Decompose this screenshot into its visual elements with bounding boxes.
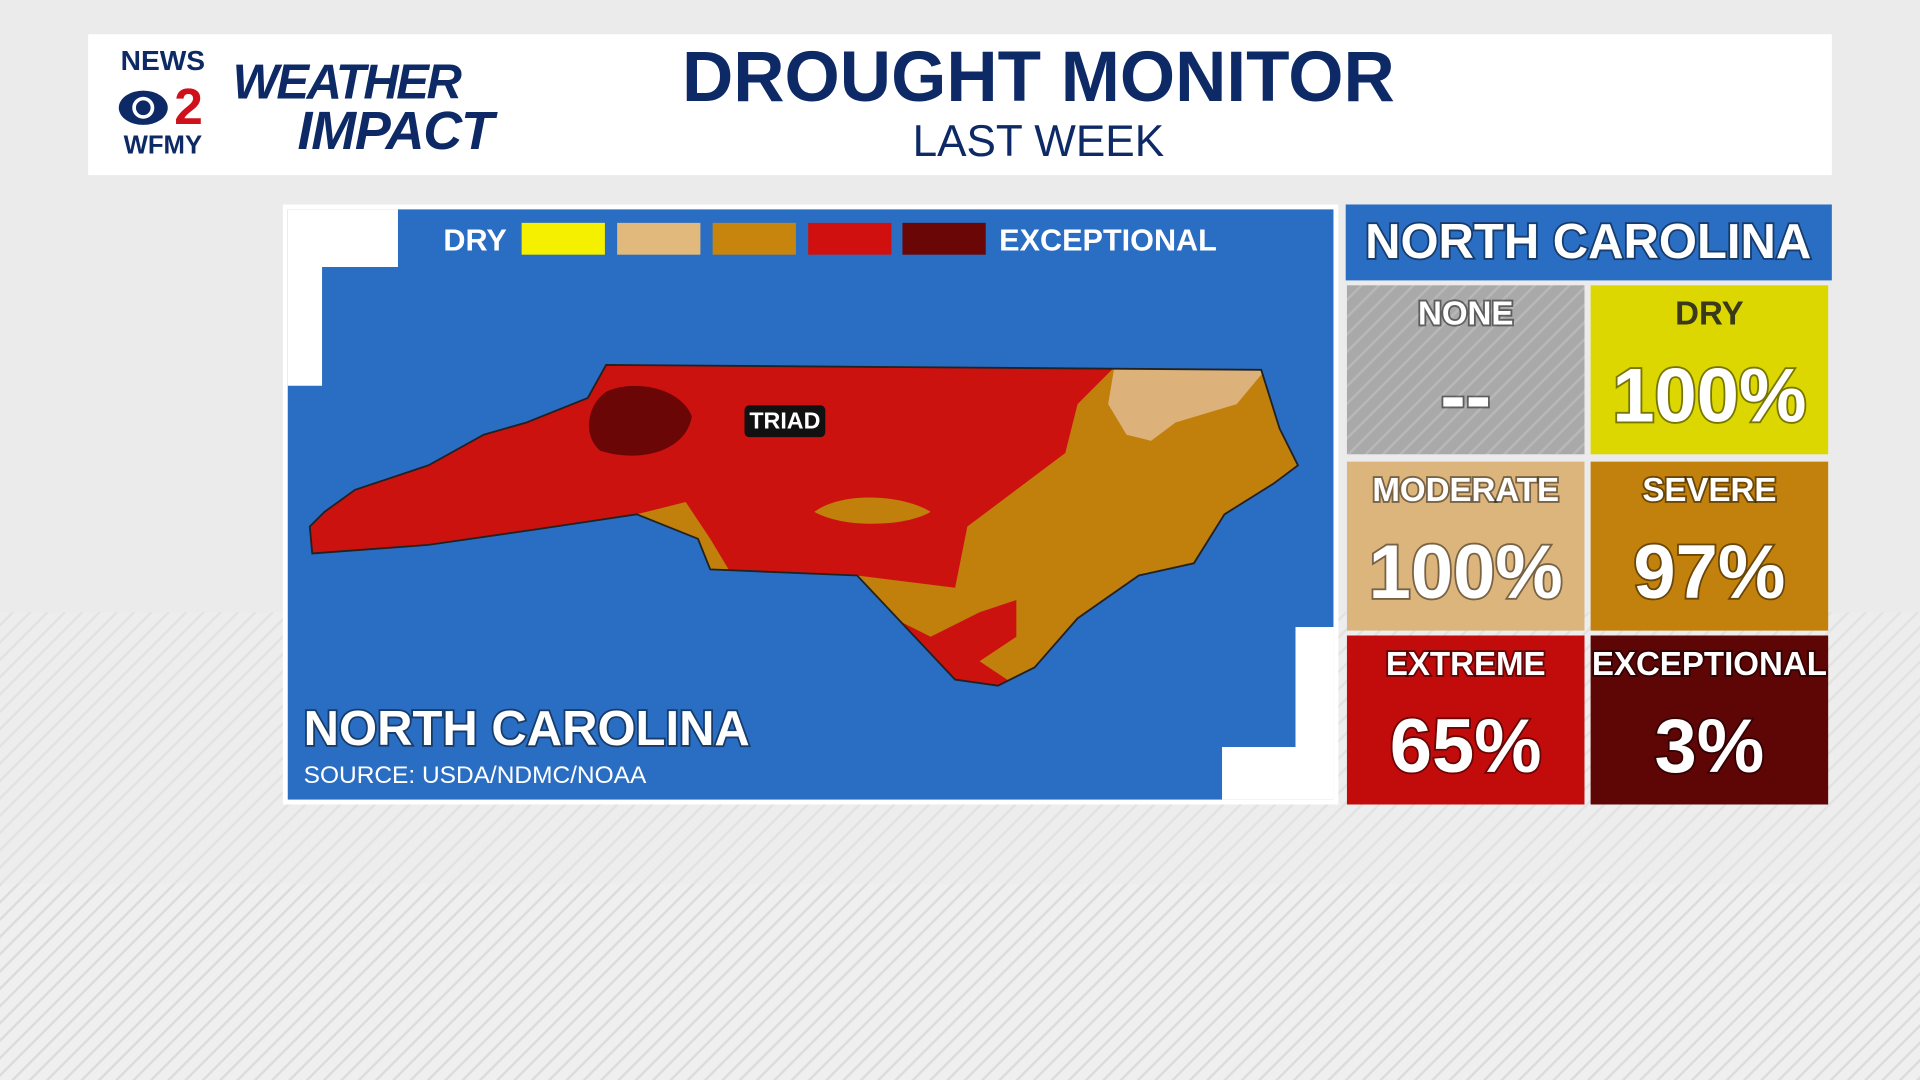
exceptional-area <box>588 385 692 456</box>
legend-high: EXCEPTIONAL <box>999 224 1217 258</box>
map-corner <box>287 209 398 386</box>
panel-cells: NONE -- DRY 100% MODERATE 100% SEVERE 97% EXTREM… <box>1346 285 1829 805</box>
stat-label: DRY <box>1675 296 1744 333</box>
map-title: NORTH CAROLINA <box>304 702 750 756</box>
state-outline <box>308 363 1300 687</box>
moderate-area <box>1108 367 1268 441</box>
stat-value: 97% <box>1633 530 1785 615</box>
logo-station: WFMY <box>124 132 203 160</box>
severe-area <box>814 497 931 524</box>
logo-number: 2 <box>174 77 203 135</box>
title: DROUGHT MONITOR <box>682 38 1395 117</box>
panel-title: NORTH CAROLINA <box>1365 215 1811 269</box>
legend-swatch <box>712 222 796 255</box>
legend-swatch <box>521 222 605 255</box>
stat-label: SEVERE <box>1642 472 1776 509</box>
stat-cell <box>1346 285 1585 455</box>
legend-low: DRY <box>443 224 507 258</box>
stat-value: 65% <box>1390 704 1542 789</box>
triad-label: TRIAD <box>749 408 820 434</box>
panel-header <box>1345 204 1832 281</box>
stat-cell <box>1590 461 1829 631</box>
map-corner <box>1222 626 1334 800</box>
legend-swatch <box>808 222 892 255</box>
map-source: SOURCE: USDA/NDMC/NOAA <box>304 762 647 789</box>
stat-value: 100% <box>1369 530 1563 615</box>
logo-news: NEWS <box>121 45 205 76</box>
triad-badge <box>744 405 826 438</box>
stat-label: EXCEPTIONAL <box>1592 646 1827 683</box>
stat-label: MODERATE <box>1372 472 1559 509</box>
header-bar <box>88 34 1832 176</box>
stat-value: 3% <box>1655 704 1765 789</box>
stat-cell <box>1590 285 1829 455</box>
stat-value: -- <box>1440 354 1491 439</box>
legend-swatch <box>902 222 986 255</box>
stat-cell <box>1346 461 1585 631</box>
logo-impact: IMPACT <box>298 101 498 161</box>
stat-cell <box>1590 635 1829 805</box>
logo-eye <box>135 100 151 116</box>
stat-label: NONE <box>1418 296 1513 333</box>
stat-value: 100% <box>1612 354 1806 439</box>
legend-swatch <box>617 222 701 255</box>
logo-weather: WEATHER <box>233 56 463 110</box>
stat-label: EXTREME <box>1386 646 1546 683</box>
stat-cell <box>1346 635 1585 805</box>
subtitle: LAST WEEK <box>913 117 1165 166</box>
floor-stripes <box>0 884 1920 1080</box>
